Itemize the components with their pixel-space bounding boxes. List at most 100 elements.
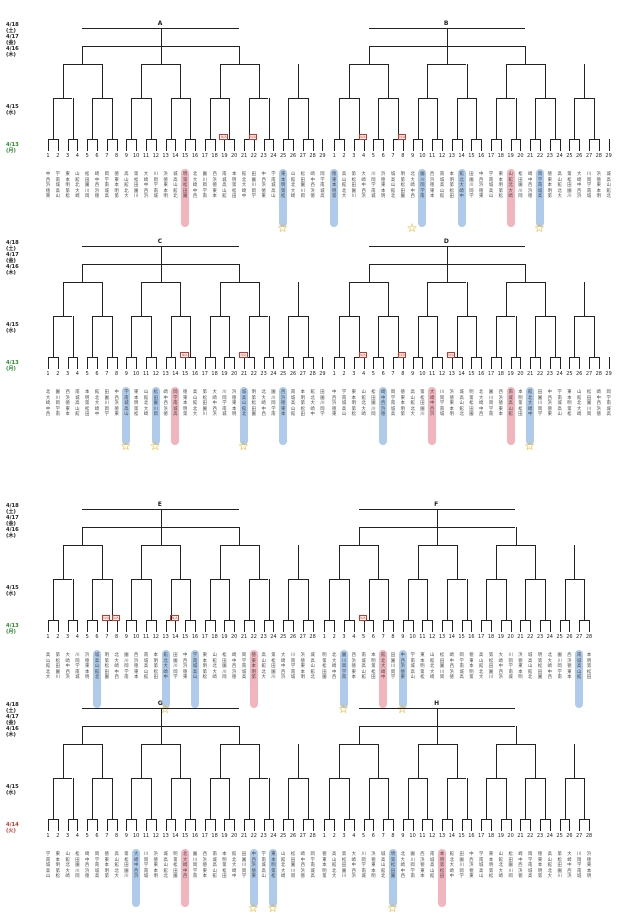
bracket-line — [339, 545, 340, 579]
bracket-line — [432, 819, 433, 831]
bracket-line — [219, 744, 221, 778]
bracket-line — [141, 64, 181, 65]
seat-number: 20 — [231, 833, 238, 839]
bracket-line — [530, 357, 540, 358]
highlight-blue — [249, 849, 258, 907]
bracket-line — [363, 139, 365, 151]
bracket-line — [339, 744, 340, 778]
bracket-line — [195, 139, 196, 151]
bracket-line — [67, 620, 78, 621]
bracket-line — [288, 579, 308, 580]
bracket-line — [244, 139, 245, 151]
bracket-line — [554, 98, 556, 139]
team-name-column: 山 館 北 大 崎 — [75, 172, 80, 200]
team-name-column: 浜 徳 東 本 明 — [232, 390, 237, 418]
team-name-column: 大 崎 中 西 浜 — [143, 172, 149, 200]
seat-number: 8 — [391, 634, 395, 640]
bracket-line — [559, 620, 570, 621]
bracket-line — [540, 357, 541, 369]
team-name-column: 北 大 崎 中 西 — [479, 390, 484, 418]
bracket-line — [491, 620, 492, 632]
star-icon: ☆ — [267, 901, 279, 915]
na-tag: N/A — [358, 134, 368, 140]
bracket-line — [358, 98, 360, 139]
bracket-line — [77, 819, 79, 831]
team-name-column: 浜 徳 東 本 明 — [518, 653, 523, 681]
team-name-column: 城 高 山 館 北 — [310, 653, 315, 681]
bracket-line — [442, 620, 443, 632]
bracket-line — [569, 139, 580, 140]
bracket-line — [244, 357, 245, 369]
bracket-line — [101, 545, 103, 579]
bracket-line — [446, 28, 448, 46]
bracket-line — [339, 316, 340, 357]
bracket-line — [170, 316, 172, 357]
bracket-line — [131, 98, 151, 99]
bracket-line — [150, 316, 152, 357]
bracket-line — [495, 744, 536, 745]
star-icon: ☆ — [149, 439, 161, 453]
bracket-line — [67, 819, 69, 831]
team-name-column: 明 第 松 田 園 — [173, 852, 178, 880]
bracket-line — [293, 819, 294, 831]
team-name-column: 田 園 川 岡 学 — [104, 390, 109, 418]
bracket-line — [248, 778, 250, 819]
bracket-line — [302, 357, 313, 358]
bracket-line — [48, 357, 49, 369]
bracket-line — [180, 744, 182, 778]
team-name-column: 徳 東 本 明 第 — [332, 172, 337, 200]
seat-number: 16 — [191, 153, 199, 159]
bracket-line — [554, 316, 556, 357]
team-name-column: 岡 学 南 城 高 — [606, 390, 611, 418]
seat-number: 19 — [221, 833, 228, 839]
team-name-column: 第 松 田 園 川 — [55, 653, 60, 681]
team-name-column: 北 大 崎 中 西 — [45, 390, 51, 418]
bracket-line — [165, 139, 167, 151]
seat-number: 24 — [546, 833, 553, 839]
bracket-line — [579, 620, 580, 632]
team-name-column: 山 館 北 大 崎 — [508, 172, 513, 200]
bracket-line — [402, 620, 413, 621]
bracket-line — [358, 509, 516, 510]
seat-number: 6 — [95, 833, 99, 839]
team-name-column: 川 岡 学 南 城 — [439, 390, 445, 418]
seat-number: 11 — [142, 833, 150, 839]
team-name-column: 川 岡 学 南 城 — [290, 653, 296, 681]
bracket-line — [82, 46, 84, 64]
bracket-line — [589, 357, 590, 369]
seat-number: 29 — [605, 153, 612, 159]
team-name-column: 高 山 館 北 大 — [45, 653, 51, 681]
team-name-column: 高 山 館 北 大 — [479, 653, 484, 681]
team-name-column: 大 崎 中 西 浜 — [351, 852, 356, 880]
team-name-column: 第 松 田 園 川 — [567, 172, 572, 200]
team-name-column: 川 岡 学 南 城 — [222, 390, 227, 418]
bracket-line — [564, 579, 585, 580]
bracket-line — [268, 579, 270, 620]
team-name-column: 明 第 松 田 園 — [183, 172, 188, 200]
bracket-line — [344, 139, 345, 151]
team-name-column: 西 浜 徳 東 本 — [430, 172, 435, 200]
team-name-column: 大 崎 中 西 浜 — [577, 172, 582, 200]
bracket-line — [307, 579, 309, 620]
bracket-line — [248, 98, 269, 99]
bracket-line — [500, 819, 511, 820]
bracket-line — [141, 282, 142, 316]
bracket-line — [466, 579, 468, 620]
round-day: (木) — [6, 52, 16, 58]
team-name-column: 北 大 崎 中 西 — [547, 653, 552, 681]
bracket-line — [422, 620, 433, 621]
bracket-line — [412, 819, 414, 831]
bracket-line — [363, 620, 374, 621]
bracket-line — [363, 357, 365, 369]
highlight-pink — [181, 169, 190, 227]
team-name-column: 崎 中 西 浜 徳 — [596, 390, 601, 418]
seat-number: 17 — [487, 153, 495, 159]
bracket-line — [146, 139, 147, 151]
bracket-line — [471, 620, 473, 632]
bracket-line — [62, 545, 64, 579]
bracket-line — [574, 98, 576, 139]
team-name-column: 園 川 岡 学 南 — [488, 390, 494, 418]
team-name-column: 浜 徳 東 本 明 — [449, 390, 454, 418]
bracket-line — [209, 98, 230, 99]
bracket-line — [593, 316, 595, 357]
